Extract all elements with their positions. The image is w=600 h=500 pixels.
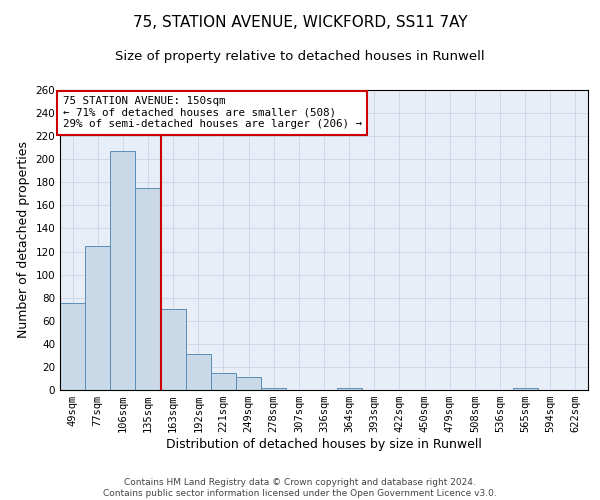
- Bar: [337, 388, 362, 390]
- Text: 75 STATION AVENUE: 150sqm
← 71% of detached houses are smaller (508)
29% of semi: 75 STATION AVENUE: 150sqm ← 71% of detac…: [62, 96, 362, 129]
- Bar: [261, 388, 286, 390]
- Bar: [186, 354, 211, 390]
- Bar: [236, 378, 261, 390]
- Bar: [85, 246, 110, 390]
- Bar: [211, 372, 236, 390]
- Text: Contains HM Land Registry data © Crown copyright and database right 2024.
Contai: Contains HM Land Registry data © Crown c…: [103, 478, 497, 498]
- Y-axis label: Number of detached properties: Number of detached properties: [17, 142, 30, 338]
- Bar: [512, 388, 538, 390]
- Text: Size of property relative to detached houses in Runwell: Size of property relative to detached ho…: [115, 50, 485, 63]
- X-axis label: Distribution of detached houses by size in Runwell: Distribution of detached houses by size …: [166, 438, 482, 451]
- Bar: [161, 309, 186, 390]
- Bar: [60, 304, 85, 390]
- Text: 75, STATION AVENUE, WICKFORD, SS11 7AY: 75, STATION AVENUE, WICKFORD, SS11 7AY: [133, 15, 467, 30]
- Bar: [110, 151, 136, 390]
- Bar: [136, 188, 161, 390]
